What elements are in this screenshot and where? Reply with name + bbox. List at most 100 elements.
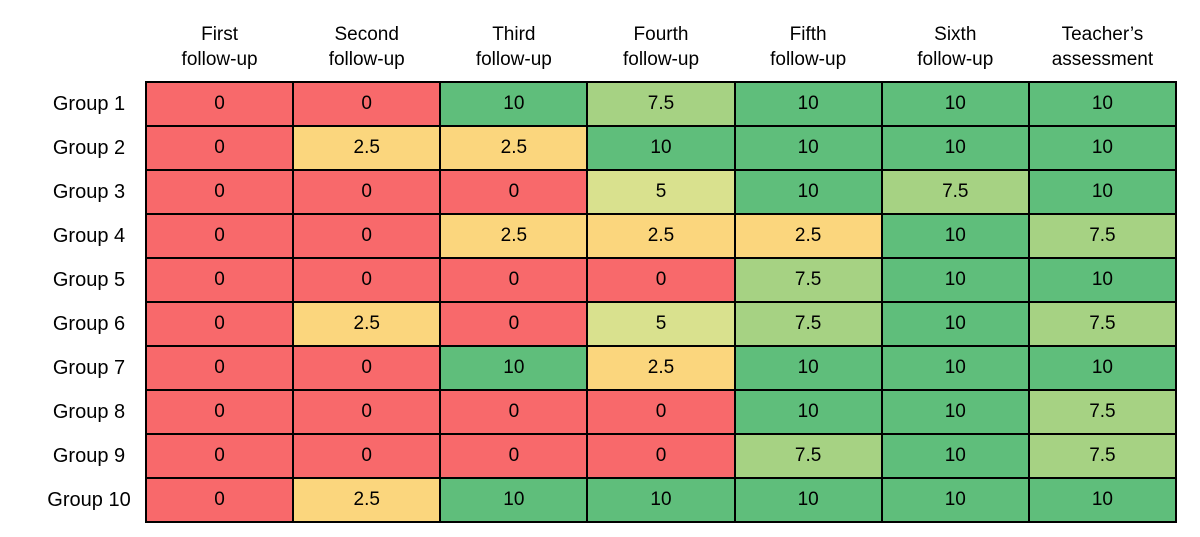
score-cell: 10 [880,257,1030,303]
score-cell: 10 [880,81,1030,127]
score-cell: 7.5 [880,169,1030,215]
row-label: Group 10 [0,478,146,522]
table-row: Group 2 0 2.5 2.5 10 10 10 10 [0,125,1178,171]
score-cell: 10 [439,345,589,391]
score-cell: 10 [1027,169,1178,215]
score-cell: 0 [144,257,295,303]
table-row: Group 9 0 0 0 0 7.5 10 7.5 [0,433,1178,479]
table-row: Group 1 0 0 10 7.5 10 10 10 [0,81,1178,127]
table-row: Group 10 0 2.5 10 10 10 10 10 [0,477,1178,523]
row-label: Group 6 [0,302,146,346]
score-cell: 0 [144,389,295,435]
row-label: Group 5 [0,258,146,302]
score-cell: 0 [144,125,295,171]
score-cell: 10 [586,477,736,523]
score-cell: 0 [439,389,589,435]
score-cell: 0 [144,345,295,391]
score-cell: 0 [439,169,589,215]
score-cell: 7.5 [1027,301,1178,347]
row-label: Group 3 [0,170,146,214]
score-cell: 0 [292,213,442,259]
score-cell: 0 [292,81,442,127]
score-cell: 0 [144,81,295,127]
score-cell: 10 [733,169,883,215]
column-header-7: Teacher’s assessment [1028,0,1176,82]
score-cell: 0 [292,257,442,303]
score-cell: 10 [880,301,1030,347]
score-cell: 7.5 [1027,389,1178,435]
score-cell: 7.5 [733,301,883,347]
score-cell: 10 [439,477,589,523]
table-row: Group 8 0 0 0 0 10 10 7.5 [0,389,1178,435]
column-header-2: Second follow-up [293,0,441,82]
score-cell: 10 [733,389,883,435]
column-header-6: Sixth follow-up [881,0,1029,82]
score-cell: 2.5 [292,125,442,171]
score-cell: 0 [439,433,589,479]
score-cell: 0 [586,389,736,435]
score-cell: 0 [292,433,442,479]
score-cell: 0 [586,257,736,303]
score-cell: 2.5 [439,213,589,259]
header-row: First follow-up Second follow-up Third fol… [0,0,1176,82]
score-cell: 0 [144,477,295,523]
score-cell: 10 [880,125,1030,171]
score-cell: 10 [586,125,736,171]
column-header-4: Fourth follow-up [587,0,735,82]
score-cell: 10 [880,433,1030,479]
score-cell: 2.5 [586,345,736,391]
score-cell: 10 [880,345,1030,391]
score-cell: 2.5 [586,213,736,259]
score-cell: 0 [292,169,442,215]
score-cell: 2.5 [292,301,442,347]
table-row: Group 5 0 0 0 0 7.5 10 10 [0,257,1178,303]
score-table: First follow-up Second follow-up Third fol… [0,0,1178,523]
score-cell: 10 [733,477,883,523]
score-cell: 2.5 [439,125,589,171]
row-label: Group 1 [0,82,146,126]
score-cell: 7.5 [733,433,883,479]
score-cell: 7.5 [1027,213,1178,259]
score-cell: 0 [439,257,589,303]
score-cell: 10 [733,345,883,391]
score-cell: 10 [880,213,1030,259]
score-cell: 7.5 [586,81,736,127]
score-cell: 10 [880,389,1030,435]
score-cell: 0 [292,345,442,391]
score-cell: 2.5 [733,213,883,259]
score-cell: 5 [586,169,736,215]
column-header-3: Third follow-up [440,0,588,82]
score-cell: 5 [586,301,736,347]
row-label: Group 2 [0,126,146,170]
score-cell: 0 [144,433,295,479]
table-row: Group 4 0 0 2.5 2.5 2.5 10 7.5 [0,213,1178,259]
table-row: Group 7 0 0 10 2.5 10 10 10 [0,345,1178,391]
score-cell: 7.5 [1027,433,1178,479]
table-row: Group 6 0 2.5 0 5 7.5 10 7.5 [0,301,1178,347]
table-header: First follow-up Second follow-up Third fol… [0,0,1176,82]
score-cell: 10 [1027,125,1178,171]
row-label: Group 8 [0,390,146,434]
score-cell: 0 [439,301,589,347]
score-cell: 10 [1027,81,1178,127]
score-cell: 0 [144,213,295,259]
score-cell: 10 [1027,345,1178,391]
column-header-1: First follow-up [146,0,294,82]
score-cell: 0 [144,169,295,215]
score-cell: 10 [733,81,883,127]
score-cell: 2.5 [292,477,442,523]
table-row: Group 3 0 0 0 5 10 7.5 10 [0,169,1178,215]
score-cell: 10 [733,125,883,171]
score-cell: 0 [144,301,295,347]
score-cell: 10 [880,477,1030,523]
row-label: Group 9 [0,434,146,478]
row-label: Group 4 [0,214,146,258]
score-cell: 0 [292,389,442,435]
table-body: Group 1 0 0 10 7.5 10 10 10 Group 2 0 2.5 2.5 10 10 10… [0,81,1178,523]
corner-cell [0,0,146,82]
score-cell: 10 [1027,477,1178,523]
row-label: Group 7 [0,346,146,390]
column-header-5: Fifth follow-up [734,0,882,82]
score-cell: 7.5 [733,257,883,303]
